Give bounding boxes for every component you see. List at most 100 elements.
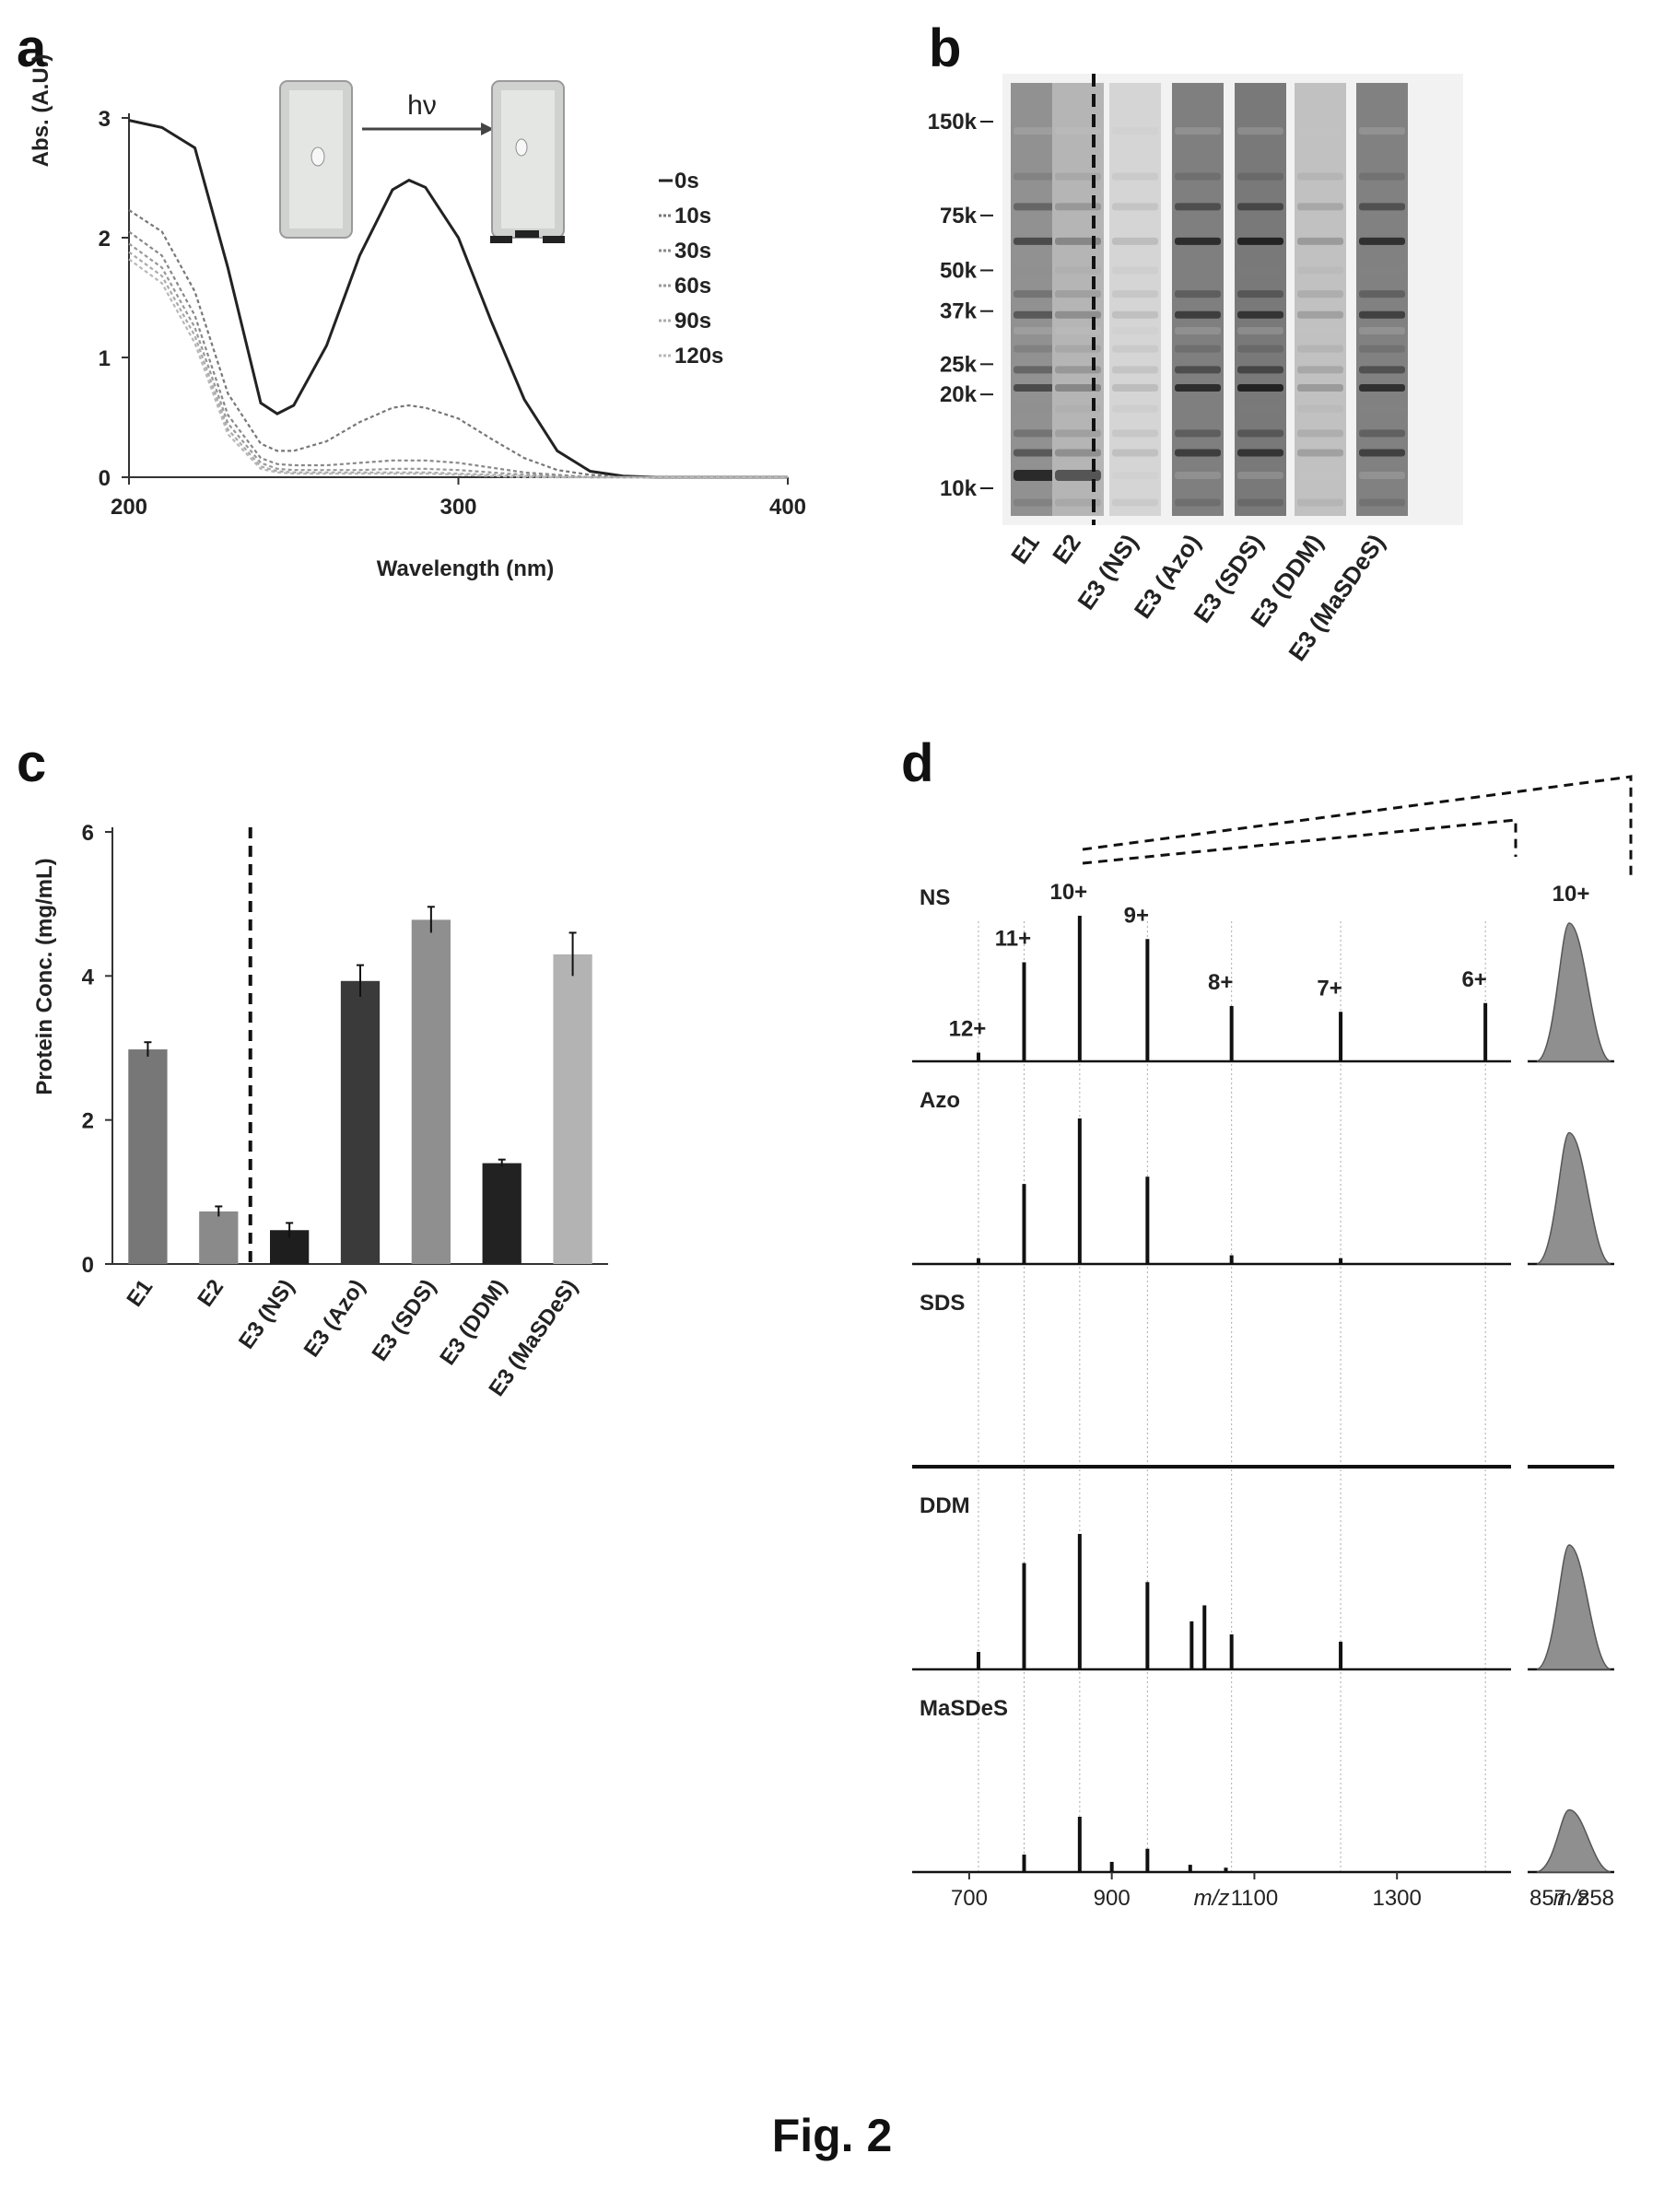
gel-band (1055, 429, 1101, 438)
gel-band (1297, 345, 1343, 353)
panel-a-y-tick-label: 2 (99, 227, 111, 252)
gel-band (1359, 429, 1405, 438)
panel-a-y-axis-label: Abs. (A.U.) (29, 54, 53, 168)
panel-d-x-tick-label: 700 (951, 1886, 988, 1911)
gel-band (1175, 310, 1221, 319)
panel-c-bar (128, 1049, 168, 1264)
gel-band (1359, 266, 1405, 275)
gel-band (1014, 345, 1060, 353)
irradiation-arrow (362, 123, 494, 135)
gel-band (1175, 383, 1221, 392)
gel-band (1175, 127, 1221, 135)
gel-band (1014, 429, 1060, 438)
gel-band (1359, 310, 1405, 319)
gel-band (1055, 237, 1101, 245)
gel-band (1237, 383, 1283, 392)
gel-band (1175, 429, 1221, 438)
panel-c-category-label: E1 (122, 1275, 158, 1312)
gel-band (1359, 366, 1405, 374)
gel-band (1297, 266, 1343, 275)
gel-band (1359, 203, 1405, 211)
gel-lane-smear (1172, 83, 1224, 516)
gel-band (1175, 345, 1221, 353)
panel-c-bar (482, 1163, 521, 1264)
gel-band (1055, 449, 1101, 457)
gel-lane-label: E2 (1047, 529, 1086, 568)
panel-d-mass-spectra: d NS Azo SDS DDM MaSDeS 12+ 11+ 10+ 9+ 8+ 7+ 6+ 700 9… (901, 733, 1633, 1911)
gel-band (1014, 366, 1060, 374)
gel-band (1237, 172, 1283, 181)
gel-lane-smear (1235, 83, 1286, 516)
mw-marker-label: 10k (940, 476, 978, 501)
mw-marker-label: 50k (940, 258, 978, 283)
gel-band (1297, 366, 1343, 374)
panel-a-series-line-120s (128, 258, 788, 479)
gel-band (1359, 127, 1405, 135)
panel-c-letter: c (17, 733, 46, 793)
gel-band (1359, 404, 1405, 413)
gel-band (1237, 310, 1283, 319)
gel-band (1237, 449, 1283, 457)
gel-band (1175, 404, 1221, 413)
panel-d-isotope-envelope (1536, 1131, 1611, 1265)
gel-band (1112, 172, 1158, 181)
gel-band (1359, 471, 1405, 479)
gel-lane-smear (1109, 83, 1161, 516)
panel-a-absorbance-chart: a 0 1 2 3 200 300 400 Abs. (A.U.) Wavelength (… (17, 18, 806, 581)
gel-band (1014, 290, 1060, 298)
gel-band (1112, 310, 1158, 319)
gel-band (1175, 203, 1221, 211)
gel-band (1359, 345, 1405, 353)
gel-lane-smear (1295, 83, 1346, 516)
panel-a-legend-label: 60s (674, 274, 711, 298)
panel-c-y-axis-label: Protein Conc. (mg/mL) (32, 858, 57, 1094)
panel-a-legend-label: 30s (674, 239, 711, 263)
panel-d-inset-x-axis-label: m/z (1553, 1886, 1589, 1911)
panel-d-zoom-guide (1082, 818, 1518, 865)
panel-d-isotope-envelope (1536, 922, 1611, 1062)
gel-band (1237, 498, 1283, 507)
gel-band (1112, 345, 1158, 353)
gel-band (1112, 366, 1158, 374)
panel-d-inset-x-tick-label: 857 (1529, 1886, 1566, 1911)
gel-lane-smear (1356, 83, 1408, 516)
gel-band (1055, 203, 1101, 211)
mw-marker-label: 20k (940, 382, 978, 407)
panel-a-series-line-90s (128, 251, 788, 479)
gel-lane-label: E1 (1005, 529, 1045, 568)
panel-a-x-tick-label: 300 (439, 495, 476, 520)
gel-band (1297, 449, 1343, 457)
gel-band (1359, 327, 1405, 335)
panel-d-isotope-envelope (1536, 1544, 1611, 1670)
gel-band (1237, 127, 1283, 135)
panel-d-charge-label: 12+ (949, 1017, 987, 1042)
panel-d-inset-title: 10+ (1553, 882, 1590, 907)
panel-a-legend-label: 120s (674, 344, 723, 369)
gel-band (1014, 237, 1060, 245)
gel-band (1014, 172, 1060, 181)
gel-band (1297, 172, 1343, 181)
gel-band (1237, 429, 1283, 438)
gel-band (1112, 471, 1158, 479)
panel-d-charge-label: 10+ (1049, 880, 1087, 905)
gel-band (1237, 266, 1283, 275)
gel-band (1014, 383, 1060, 392)
panel-c-y-tick-label: 2 (82, 1109, 94, 1134)
panel-d-trace-name: SDS (920, 1291, 965, 1316)
panel-a-plot-area: 0 1 2 3 200 300 400 (99, 107, 806, 520)
panel-c-bar (199, 1211, 239, 1264)
panel-c-category-label: E2 (193, 1275, 229, 1312)
gel-band (1237, 237, 1283, 245)
panel-a-x-tick-label: 400 (769, 495, 806, 520)
panel-a-legend: 0s 10s 30s 60s 90s 120s (659, 169, 723, 369)
gel-band (1237, 203, 1283, 211)
panel-d-plot-area: NS Azo SDS DDM MaSDeS 12+ 11+ 10+ 9+ 8+ 7+ 6+ 700 900… (912, 775, 1633, 1911)
gel-band (1297, 429, 1343, 438)
gel-band (1055, 366, 1101, 374)
panel-c-category-label: E3 (Azo) (299, 1275, 370, 1362)
panel-d-trace-name: NS (920, 885, 950, 910)
gel-band (1359, 172, 1405, 181)
mw-marker-label: 25k (940, 352, 978, 377)
gel-band (1175, 327, 1221, 335)
